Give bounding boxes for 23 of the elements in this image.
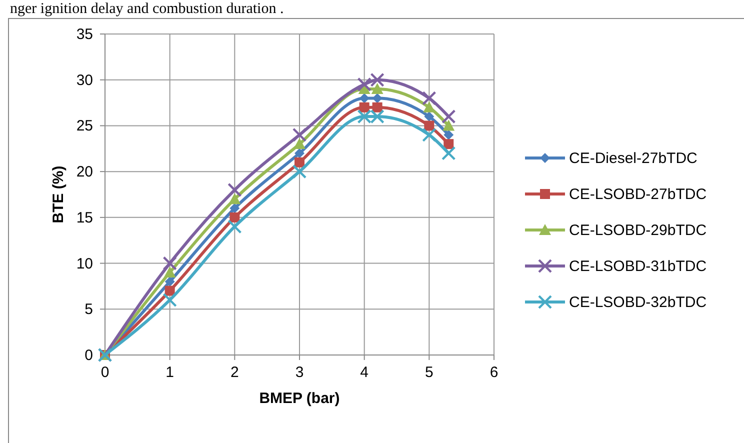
y-tick-label: 0 xyxy=(84,347,93,364)
x-tick-label: 6 xyxy=(490,364,498,381)
legend-label: CE-LSOBD-31bTDC xyxy=(569,258,707,275)
y-tick-label: 30 xyxy=(76,72,93,89)
y-tick-label: 35 xyxy=(76,26,93,43)
y-tick-label: 20 xyxy=(76,164,93,181)
x-tick-label: 0 xyxy=(100,364,110,381)
x-tick-label: 2 xyxy=(230,364,239,381)
legend-label: CE-LSOBD-32bTDC xyxy=(569,294,707,311)
x-tick-label: 1 xyxy=(166,364,174,381)
legend-label: CE-LSOBD-29bTDC xyxy=(569,222,707,239)
x-axis-title: BMEP (bar) xyxy=(259,390,340,407)
x-tick-label: 5 xyxy=(424,364,434,381)
legend-label: CE-LSOBD-27bTDC xyxy=(569,186,707,203)
y-tick-label: 25 xyxy=(76,118,93,135)
y-axis-title: BTE (%) xyxy=(50,166,67,224)
legend-label: CE-Diesel-27bTDC xyxy=(569,150,698,167)
y-tick-label: 10 xyxy=(76,255,93,272)
text: nger ignition delay and combustion duration . xyxy=(10,1,284,17)
x-tick-label: 3 xyxy=(295,364,304,381)
x-tick-label: 4 xyxy=(360,364,369,381)
y-tick-label: 15 xyxy=(76,209,93,226)
y-tick-label: 5 xyxy=(84,301,93,318)
